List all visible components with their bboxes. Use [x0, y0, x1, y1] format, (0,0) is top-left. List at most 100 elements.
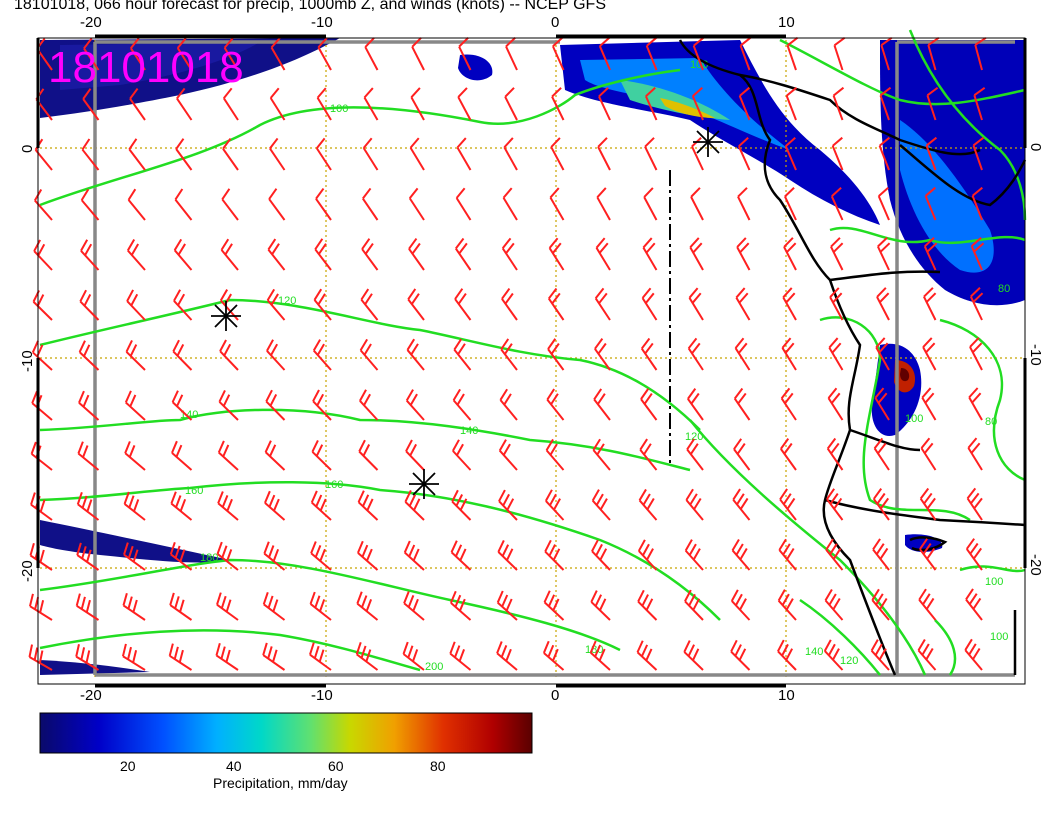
wind-barb [359, 338, 379, 371]
wind-barb [783, 237, 797, 271]
wind-barb [268, 188, 286, 221]
wind-barb [781, 337, 797, 371]
lon-tick-label: 10 [778, 687, 795, 704]
wind-barb [643, 187, 658, 221]
wind-barb [734, 337, 751, 371]
lon-tick-label: -20 [80, 14, 102, 31]
wind-barb [169, 592, 193, 621]
wind-barb [311, 440, 332, 471]
wind-barb [504, 87, 518, 121]
wind-barb [547, 338, 565, 371]
wind-barb [176, 87, 193, 121]
wind-barb [264, 490, 286, 521]
wind-barb [497, 540, 518, 571]
wind-barb [78, 340, 100, 371]
wind-barb [309, 591, 332, 621]
wind-barb [411, 37, 425, 71]
wind-barb [218, 389, 239, 421]
wind-barb [269, 137, 286, 171]
wind-barb [408, 187, 425, 221]
wind-barb [831, 136, 844, 171]
wind-barb [317, 37, 332, 71]
wind-barb [920, 437, 937, 471]
wind-barb [125, 339, 146, 371]
precip-small-1 [458, 54, 493, 81]
wind-barb [589, 640, 611, 671]
pressure-center-marker [409, 469, 439, 499]
wind-barb [172, 339, 193, 371]
wind-barb [220, 238, 239, 271]
wind-barb [598, 87, 611, 121]
wind-barb [499, 388, 518, 421]
wind-barb [219, 339, 239, 371]
wind-barb [312, 339, 332, 371]
wind-barb [123, 542, 146, 571]
wind-barb [544, 539, 565, 571]
wind-barb [544, 489, 565, 521]
wind-barb [406, 338, 425, 371]
wind-barb [591, 489, 611, 521]
wind-barb [923, 287, 937, 321]
lat-tick-label: 0 [19, 145, 36, 153]
wind-barb [405, 439, 425, 471]
pressure-center-marker [693, 127, 723, 157]
wind-barb [778, 538, 797, 571]
wind-barb [972, 136, 985, 171]
wind-barb [456, 137, 472, 171]
wind-barb [735, 287, 751, 321]
axis-ticks [36, 34, 1027, 688]
domain-box [93, 40, 1015, 677]
wind-barb [870, 639, 890, 671]
colorbar-tick: 40 [226, 758, 242, 774]
precip-north-core [620, 80, 730, 120]
wind-barb [827, 387, 844, 421]
wind-barb [637, 539, 658, 571]
wind-barb [452, 439, 472, 471]
wind-barb [221, 188, 239, 221]
lat-tick-label: -20 [1027, 554, 1044, 576]
wind-barb [880, 36, 893, 71]
wind-barb [405, 389, 425, 421]
wind-barb [927, 37, 940, 71]
contour-label: 140 [460, 425, 478, 437]
wind-barb [173, 238, 193, 271]
lat-tick-label: -10 [19, 350, 36, 372]
wind-barb [730, 589, 751, 621]
wind-barb [266, 288, 286, 321]
wind-barb [449, 641, 472, 671]
wind-barb [270, 37, 286, 71]
wind-barb [644, 137, 658, 171]
colorbar-tick: 60 [328, 758, 344, 774]
wind-barb [877, 186, 890, 221]
wind-barb [175, 138, 193, 171]
wind-barb [356, 591, 379, 621]
wind-barb [503, 137, 518, 171]
wind-barb [784, 187, 797, 221]
wind-barb [690, 187, 704, 221]
wind-barb [174, 188, 193, 221]
wind-barb [636, 640, 658, 671]
wind-barb [777, 589, 797, 621]
wind-barb [310, 541, 332, 571]
wind-barb [594, 338, 611, 371]
wind-barb [687, 388, 704, 421]
wind-barb [878, 136, 890, 171]
wind-barb [782, 287, 797, 321]
wind-barb [823, 639, 844, 671]
wind-barb [551, 87, 565, 121]
wind-barb [875, 337, 890, 371]
wind-barb [455, 237, 472, 271]
wind-barb [312, 389, 332, 421]
wind-barb [171, 390, 193, 421]
wind-barb [80, 188, 100, 221]
wind-barb [872, 538, 890, 571]
wind-barb [970, 236, 985, 271]
wind-barb [450, 540, 472, 571]
map-title: 18101018, 066 hour forecast for precip, … [14, 0, 606, 13]
wind-barb [169, 541, 193, 571]
wind-barb [639, 438, 658, 471]
wind-barb [358, 439, 379, 471]
wind-barb [126, 289, 146, 321]
wind-barb [964, 638, 983, 671]
